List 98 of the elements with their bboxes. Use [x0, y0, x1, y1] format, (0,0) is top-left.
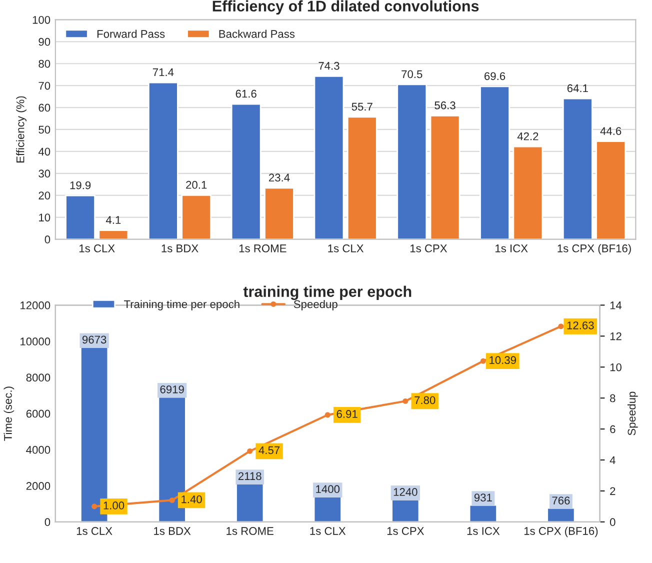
y2-tick-label: 12 [610, 332, 622, 340]
x-tick-label: 1s CPX [387, 527, 424, 535]
y-tick-label: 0 [44, 236, 50, 244]
point [402, 398, 408, 404]
chart-title: Efficiency of 1D dilated convolutions [212, 0, 479, 15]
y2-tick-label: 0 [610, 518, 616, 526]
bar [562, 98, 593, 240]
point [247, 448, 253, 454]
legend-label: Forward Pass [97, 30, 165, 38]
data-label: 70.5 [402, 70, 422, 78]
y-tick-label: 20 [38, 192, 50, 200]
y-tick-label: 100 [32, 16, 50, 24]
data-label: 1.40 [182, 495, 202, 504]
y2-axis-title: Speedup [627, 392, 638, 436]
y-tick-label: 70 [38, 82, 50, 90]
y-tick-label: 10 [39, 214, 50, 222]
y-axis-title: Efficiency (%) [16, 96, 26, 162]
y-tick-label: 30 [38, 170, 50, 178]
x-tick-label: 1s CLX [328, 244, 364, 252]
bar [98, 230, 129, 240]
y-tick-label: 40 [38, 148, 50, 156]
y-tick-label: 12000 [20, 301, 50, 310]
data-label: 23.4 [268, 174, 290, 182]
bar [264, 187, 294, 240]
x-tick-label: 1s ROME [239, 244, 286, 252]
y2-tick-label: 6 [610, 425, 616, 434]
y2-tick-label: 8 [610, 394, 616, 402]
y2-tick-label: 14 [610, 302, 622, 310]
y2-tick-label: 4 [610, 456, 616, 464]
data-label: 12.63 [567, 321, 594, 330]
x-tick-label: 1s ROME [226, 527, 274, 535]
x-tick-label: 1s CPX (BF16) [558, 244, 631, 254]
legend-label: Training time per epoch [124, 300, 240, 310]
bar [65, 194, 96, 240]
y-tick-label: 50 [38, 126, 50, 134]
data-label: 55.7 [352, 102, 372, 111]
data-label: 7.80 [414, 396, 436, 404]
data-label: 64.1 [567, 84, 588, 92]
bar [181, 194, 212, 240]
data-label: 1240 [394, 488, 418, 496]
data-label: 44.6 [600, 127, 622, 135]
data-label: 4.1 [106, 216, 121, 224]
y-tick-label: 8000 [26, 374, 50, 382]
bar [230, 103, 262, 240]
bar [480, 86, 510, 240]
x-tick-label: 1s BDX [162, 244, 198, 252]
data-label: 42.2 [517, 132, 538, 140]
y-tick-label: 10000 [20, 338, 50, 346]
data-label: 1.00 [104, 502, 124, 510]
point [169, 497, 175, 504]
bar [430, 114, 460, 240]
data-label: 6919 [160, 385, 184, 394]
y-tick-label: 60 [38, 104, 50, 112]
data-label: 56.3 [434, 101, 456, 110]
data-label: 69.6 [484, 72, 506, 80]
y-tick-label: 4000 [26, 446, 50, 454]
y2-tick-label: 10 [610, 363, 622, 372]
data-label: 71.4 [152, 68, 174, 76]
bar [596, 140, 626, 240]
x-tick-label: 1s ICX [467, 527, 500, 535]
x-tick-label: 1s CPX [410, 244, 448, 252]
data-label: 931 [474, 494, 492, 502]
point [324, 412, 330, 418]
y-axis-title: Time (sec.) [4, 386, 14, 441]
point [558, 324, 564, 330]
bar [512, 146, 544, 240]
legend-label: Backward Pass [219, 30, 295, 38]
bar [346, 116, 378, 240]
data-label: 19.9 [70, 181, 91, 190]
bar [148, 82, 178, 240]
data-label: 20.1 [186, 180, 207, 189]
y-tick-label: 90 [38, 38, 50, 46]
x-tick-label: 1s CPX (BF16) [524, 526, 598, 538]
bar [314, 75, 344, 240]
x-tick-label: 1s CLX [76, 527, 112, 535]
legend-label: Speedup [294, 300, 338, 310]
data-label: 1400 [316, 485, 340, 494]
data-label: 766 [552, 496, 570, 504]
data-label: 2118 [238, 472, 262, 480]
chart-title: training time per epoch [243, 286, 412, 300]
data-label: 6.91 [336, 410, 358, 418]
x-tick-label: 1s BDX [154, 527, 191, 535]
x-tick-label: 1s CLX [310, 527, 346, 535]
point [92, 504, 98, 510]
y-tick-label: 6000 [26, 410, 50, 418]
y-tick-label: 2000 [26, 482, 50, 490]
point [480, 358, 486, 364]
y-tick-label: 0 [44, 518, 50, 526]
data-label: 10.39 [490, 356, 516, 364]
data-label: 9673 [82, 336, 106, 344]
y-tick-label: 80 [38, 60, 50, 68]
bar [396, 84, 428, 240]
y2-tick-label: 2 [610, 487, 616, 495]
data-label: 4.57 [258, 446, 280, 454]
data-label: 74.3 [318, 62, 340, 70]
data-label: 61.6 [236, 90, 256, 98]
x-tick-label: 1s CLX [80, 244, 115, 252]
x-tick-label: 1s ICX [496, 244, 528, 252]
